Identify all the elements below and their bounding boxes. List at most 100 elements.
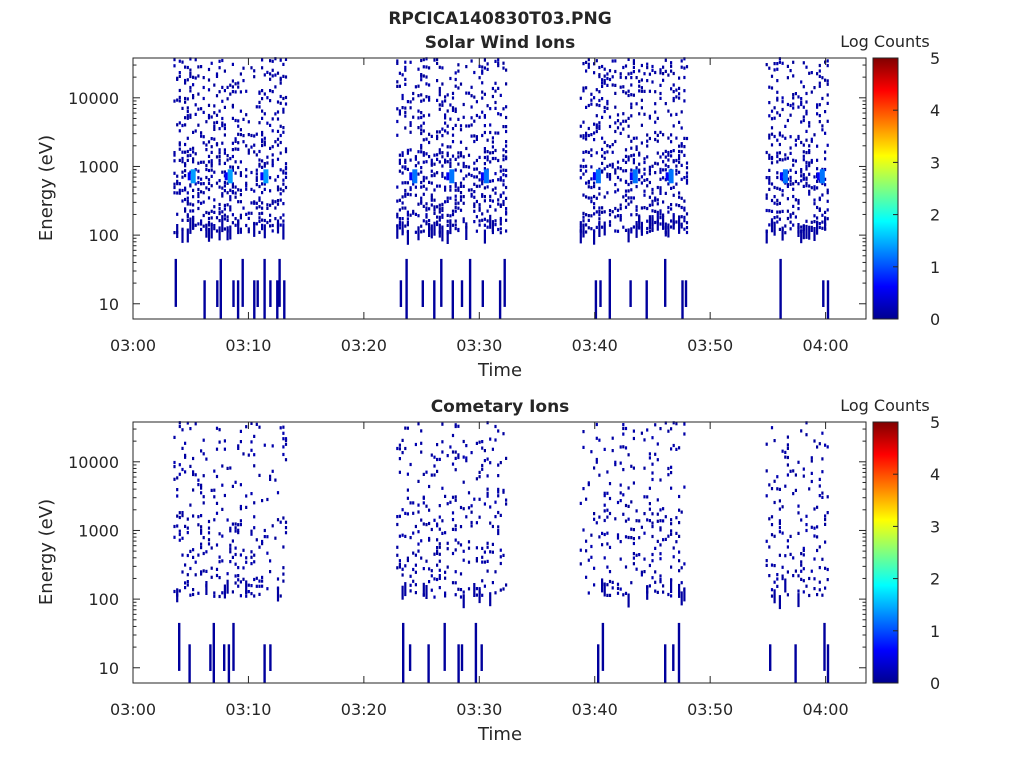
data-cell bbox=[773, 534, 776, 538]
data-cell bbox=[622, 85, 625, 89]
data-cell bbox=[678, 534, 681, 538]
data-cell bbox=[643, 466, 646, 470]
data-cell bbox=[261, 211, 264, 215]
data-cell bbox=[218, 576, 221, 580]
axes: 03:00 03:10 03:20 03:30 03:40 03:50 04:0010100… bbox=[68, 57, 867, 355]
data-cell bbox=[436, 549, 439, 553]
data-cell bbox=[197, 169, 200, 173]
low-energy-streak bbox=[460, 280, 464, 307]
data-cell bbox=[810, 220, 813, 224]
data-cell bbox=[271, 74, 274, 78]
data-cell bbox=[813, 187, 816, 191]
data-cell bbox=[181, 60, 184, 64]
data-cell bbox=[611, 75, 614, 79]
data-cell bbox=[459, 588, 463, 592]
data-cell bbox=[489, 160, 492, 164]
data-cell bbox=[646, 178, 649, 182]
data-cell bbox=[276, 129, 280, 133]
data-cell bbox=[200, 531, 203, 535]
data-cell bbox=[406, 100, 409, 104]
data-cell bbox=[194, 103, 197, 107]
data-cell bbox=[467, 540, 471, 544]
data-cell bbox=[266, 203, 269, 207]
data-cell bbox=[173, 477, 176, 481]
data-cell bbox=[579, 164, 582, 168]
data-cell bbox=[805, 224, 808, 239]
data-cell bbox=[824, 177, 827, 181]
data-cell bbox=[420, 441, 423, 445]
data-cell bbox=[234, 552, 237, 557]
data-cell bbox=[269, 123, 272, 127]
data-cell bbox=[683, 145, 686, 149]
data-cell bbox=[396, 107, 399, 111]
data-cell bbox=[505, 498, 508, 502]
data-cell bbox=[590, 165, 593, 169]
data-cell bbox=[614, 139, 617, 144]
data-cell bbox=[685, 65, 689, 69]
data-cell bbox=[253, 515, 256, 519]
data-cell bbox=[237, 124, 240, 128]
data-cell bbox=[284, 437, 288, 441]
data-cell bbox=[622, 445, 625, 449]
data-cell bbox=[242, 548, 245, 552]
data-cell bbox=[593, 71, 596, 75]
data-cell bbox=[601, 81, 604, 85]
data-cell bbox=[173, 171, 176, 175]
low-energy-streak bbox=[826, 280, 830, 319]
data-cell bbox=[436, 546, 439, 550]
data-cell bbox=[784, 231, 787, 235]
data-cell bbox=[454, 109, 457, 113]
data-cell bbox=[197, 222, 200, 226]
data-cell bbox=[186, 106, 189, 110]
data-cell bbox=[611, 449, 614, 453]
data-cell bbox=[478, 475, 481, 479]
peak-cell bbox=[480, 172, 484, 181]
data-cell bbox=[587, 483, 590, 487]
data-cell bbox=[239, 483, 242, 487]
y-tick-label: 10000 bbox=[68, 89, 119, 108]
data-cell bbox=[250, 187, 253, 191]
data-cell bbox=[239, 507, 242, 511]
data-cell bbox=[396, 515, 399, 519]
data-cell bbox=[778, 158, 781, 162]
data-cell bbox=[805, 91, 808, 96]
data-cell bbox=[178, 95, 181, 99]
data-cell bbox=[502, 66, 505, 70]
data-cell bbox=[640, 431, 643, 435]
data-cell bbox=[478, 208, 481, 212]
data-cell bbox=[786, 184, 789, 188]
data-cell bbox=[648, 168, 651, 173]
data-cell bbox=[654, 120, 657, 124]
data-cell bbox=[465, 444, 468, 448]
data-cell bbox=[579, 221, 582, 225]
data-cell bbox=[494, 106, 497, 110]
data-cell bbox=[630, 527, 633, 531]
data-cell bbox=[662, 213, 665, 217]
data-cell bbox=[451, 433, 455, 438]
data-cell bbox=[590, 533, 593, 537]
data-cell bbox=[223, 213, 226, 217]
data-cell bbox=[805, 167, 808, 171]
data-cell bbox=[667, 429, 670, 433]
data-cell bbox=[207, 227, 211, 242]
data-cell bbox=[205, 457, 208, 461]
data-cell bbox=[428, 132, 431, 136]
panel-solar-wind: Solar Wind Ions Log Counts Energy (eV) T… bbox=[36, 32, 940, 381]
data-cell bbox=[263, 143, 266, 147]
data-cell bbox=[598, 75, 601, 79]
data-cell bbox=[638, 69, 641, 73]
data-cell bbox=[683, 432, 686, 436]
data-cell bbox=[802, 61, 805, 65]
data-cell bbox=[470, 123, 473, 127]
data-cell bbox=[433, 518, 436, 522]
data-cell bbox=[465, 165, 468, 169]
data-cell bbox=[670, 518, 673, 522]
data-cell bbox=[638, 162, 641, 166]
data-cell bbox=[630, 76, 633, 80]
data-cell bbox=[200, 525, 203, 529]
data-cell bbox=[467, 560, 471, 564]
data-cell bbox=[616, 591, 620, 595]
data-cell bbox=[813, 526, 816, 530]
data-cell bbox=[409, 121, 412, 125]
data-cell bbox=[662, 200, 665, 204]
